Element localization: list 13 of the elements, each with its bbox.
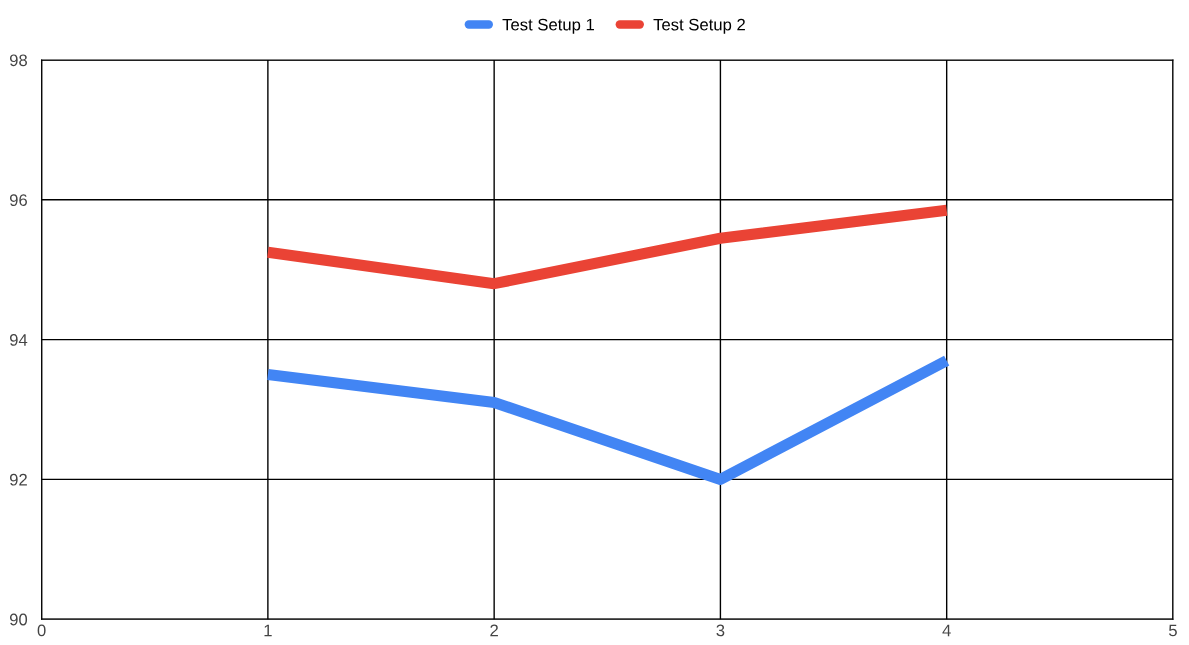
legend-label: Test Setup 2 <box>653 18 745 34</box>
x-tick-label: 2 <box>490 624 498 637</box>
x-tick-label: 5 <box>1168 624 1177 637</box>
y-tick-label: 98 <box>9 54 27 67</box>
legend-label: Test Setup 1 <box>502 18 594 34</box>
x-tick-label: 1 <box>264 624 272 637</box>
y-tick-label: 90 <box>9 613 28 626</box>
x-tick-label: 4 <box>942 624 951 637</box>
x-tick-label: 0 <box>37 624 46 637</box>
y-tick-label: 92 <box>9 473 27 486</box>
x-tick-label: 3 <box>716 624 725 637</box>
y-tick-label: 96 <box>9 194 27 206</box>
y-tick-label: 94 <box>9 333 28 346</box>
